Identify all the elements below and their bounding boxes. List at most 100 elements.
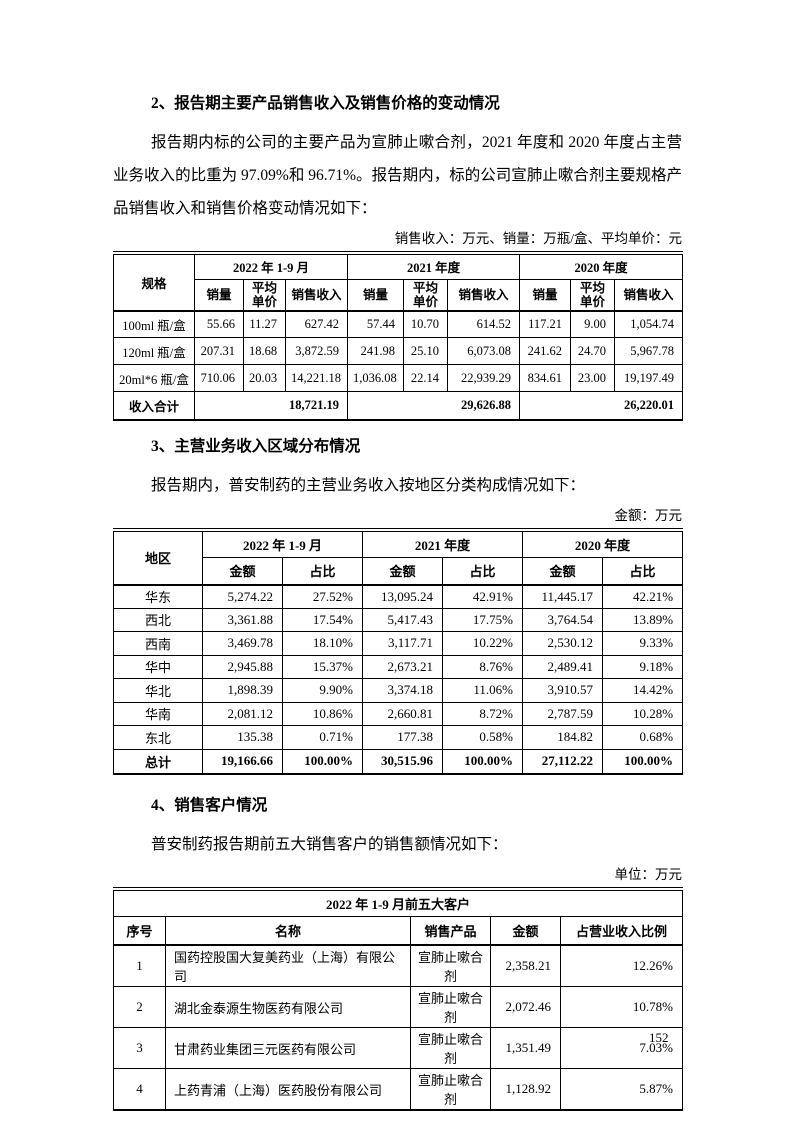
table2-subhead: 占比 — [441, 557, 524, 586]
value-cell: 20.03 — [243, 364, 286, 392]
total-value: 30,515.96 — [362, 748, 443, 775]
region-cell: 华南 — [113, 701, 203, 726]
value-cell: 5,967.78 — [614, 337, 684, 365]
value-cell: 3,374.18 — [362, 678, 443, 703]
value-cell: 22,939.29 — [446, 364, 521, 392]
no-cell: 3 — [113, 1027, 166, 1069]
table-row: 西北 3,361.88 17.54% 5,417.43 17.75% 3,764… — [113, 607, 684, 632]
product-cell: 宣肺止嗽合剂 — [410, 986, 491, 1028]
total-value: 26,220.01 — [519, 391, 684, 420]
value-cell: 1,036.08 — [347, 364, 404, 392]
value-cell: 2,945.88 — [202, 654, 283, 679]
value-cell: 42.91% — [441, 584, 524, 609]
table-row: 20ml*6 瓶/盒 710.06 20.03 14,221.18 1,036.… — [113, 364, 684, 392]
value-cell: 1,054.74 — [614, 310, 684, 338]
value-cell: 17.75% — [441, 607, 524, 632]
table2-subhead: 占比 — [282, 557, 363, 586]
table-row: 西南 3,469.78 18.10% 3,117.71 10.22% 2,530… — [113, 631, 684, 656]
value-cell: 11,445.17 — [522, 584, 604, 609]
value-cell: 10.86% — [282, 701, 363, 726]
value-cell: 3,361.88 — [202, 607, 283, 632]
value-cell: 3,910.57 — [522, 678, 604, 703]
total-label: 总计 — [113, 748, 203, 775]
customer-name-cell: 上药青浦（上海）医药股份有限公司 — [165, 1068, 411, 1111]
table-row: 东北 135.38 0.71% 177.38 0.58% 184.82 0.68… — [113, 725, 684, 750]
total-value: 27,112.22 — [522, 748, 604, 775]
table2-subhead: 金额 — [522, 557, 604, 586]
value-cell: 9.18% — [602, 654, 684, 679]
table1-subhead: 平均单价 — [403, 278, 448, 312]
value-cell: 14,221.18 — [285, 364, 348, 392]
table-row: 华中 2,945.88 15.37% 2,673.21 8.76% 2,489.… — [113, 654, 684, 679]
region-cell: 华中 — [113, 654, 203, 679]
value-cell: 18.10% — [282, 631, 363, 656]
table-row: 华东 5,274.22 27.52% 13,095.24 42.91% 11,4… — [113, 584, 684, 609]
value-cell: 11.06% — [441, 678, 524, 703]
value-cell: 9.90% — [282, 678, 363, 703]
value-cell: 834.61 — [519, 364, 572, 392]
table2-period-2021: 2021 年度 — [361, 529, 524, 558]
product-cell: 宣肺止嗽合剂 — [410, 1068, 491, 1111]
regional-revenue-table: 地区 2022 年 1-9 月 2021 年度 2020 年度 金额 占比 金额… — [113, 527, 684, 775]
table3-head-name: 名称 — [165, 915, 411, 946]
table2-subhead: 金额 — [362, 557, 443, 586]
value-cell: 184.82 — [522, 725, 604, 750]
table1-subhead: 销量 — [194, 278, 244, 312]
table2-subhead: 占比 — [602, 557, 684, 586]
value-cell: 3,764.54 — [522, 607, 604, 632]
table3-head-no: 序号 — [113, 915, 166, 946]
table1-subhead: 销售收入 — [446, 278, 521, 312]
table-row: 1 国药控股国大复美药业（上海）有限公司 宣肺止嗽合剂 2,358.21 12.… — [113, 944, 684, 987]
value-cell: 2,530.12 — [522, 631, 604, 656]
ratio-cell: 10.78% — [559, 986, 684, 1028]
table3-head-amount: 金额 — [490, 915, 561, 946]
table-row: 2 湖北金泰源生物医药有限公司 宣肺止嗽合剂 2,072.46 10.78% — [113, 986, 684, 1028]
value-cell: 27.52% — [282, 584, 363, 609]
customer-name-cell: 湖北金泰源生物医药有限公司 — [165, 986, 411, 1028]
no-cell: 2 — [113, 986, 166, 1028]
value-cell: 0.58% — [441, 725, 524, 750]
value-cell: 2,660.81 — [362, 701, 443, 726]
table-row: 4 上药青浦（上海）医药股份有限公司 宣肺止嗽合剂 1,128.92 5.87% — [113, 1068, 684, 1111]
table2-col-head: 地区 — [113, 529, 203, 586]
value-cell: 13.89% — [602, 607, 684, 632]
value-cell: 6,073.08 — [446, 337, 521, 365]
value-cell: 17.54% — [282, 607, 363, 632]
table1-subhead: 销售收入 — [614, 278, 684, 312]
region-cell: 华东 — [113, 584, 203, 609]
section2-heading: 2、报告期主要产品销售收入及销售价格的变动情况 — [151, 95, 500, 112]
value-cell: 241.62 — [519, 337, 572, 365]
customer-name-cell: 甘肃药业集团三元医药有限公司 — [165, 1027, 411, 1069]
value-cell: 5,274.22 — [202, 584, 283, 609]
table2-period-2022: 2022 年 1-9 月 — [202, 529, 363, 558]
table2-unit-note: 金额：万元 — [614, 507, 683, 523]
table2-subhead: 金额 — [202, 557, 283, 586]
ratio-cell: 5.87% — [559, 1068, 684, 1111]
value-cell: 177.38 — [362, 725, 443, 750]
value-cell: 3,469.78 — [202, 631, 283, 656]
value-cell: 2,787.59 — [522, 701, 604, 726]
value-cell: 9.33% — [602, 631, 684, 656]
table-total-row: 收入合计 18,721.19 29,626.88 26,220.01 — [113, 391, 684, 420]
table1-subhead: 平均单价 — [243, 278, 286, 312]
no-cell: 1 — [113, 944, 166, 987]
ratio-cell: 12.26% — [559, 944, 684, 987]
value-cell: 18.68 — [243, 337, 286, 365]
value-cell: 2,489.41 — [522, 654, 604, 679]
section4-paragraph: 普安制药报告期前五大销售客户的销售额情况如下： — [151, 836, 508, 853]
table-total-row: 总计 19,166.66 100.00% 30,515.96 100.00% 2… — [113, 748, 684, 775]
table-row: 120ml 瓶/盒 207.31 18.68 3,872.59 241.98 2… — [113, 337, 684, 365]
product-cell: 宣肺止嗽合剂 — [410, 944, 491, 987]
total-value: 100.00% — [602, 748, 684, 775]
amount-cell: 2,072.46 — [490, 986, 561, 1028]
value-cell: 15.37% — [282, 654, 363, 679]
total-value: 100.00% — [282, 748, 363, 775]
section4-heading: 4、销售客户情况 — [151, 797, 268, 814]
value-cell: 14.42% — [602, 678, 684, 703]
spec-cell: 100ml 瓶/盒 — [113, 310, 195, 338]
value-cell: 10.28% — [602, 701, 684, 726]
value-cell: 627.42 — [285, 310, 348, 338]
table-row: 华南 2,081.12 10.86% 2,660.81 8.72% 2,787.… — [113, 701, 684, 726]
value-cell: 8.76% — [441, 654, 524, 679]
value-cell: 710.06 — [194, 364, 244, 392]
